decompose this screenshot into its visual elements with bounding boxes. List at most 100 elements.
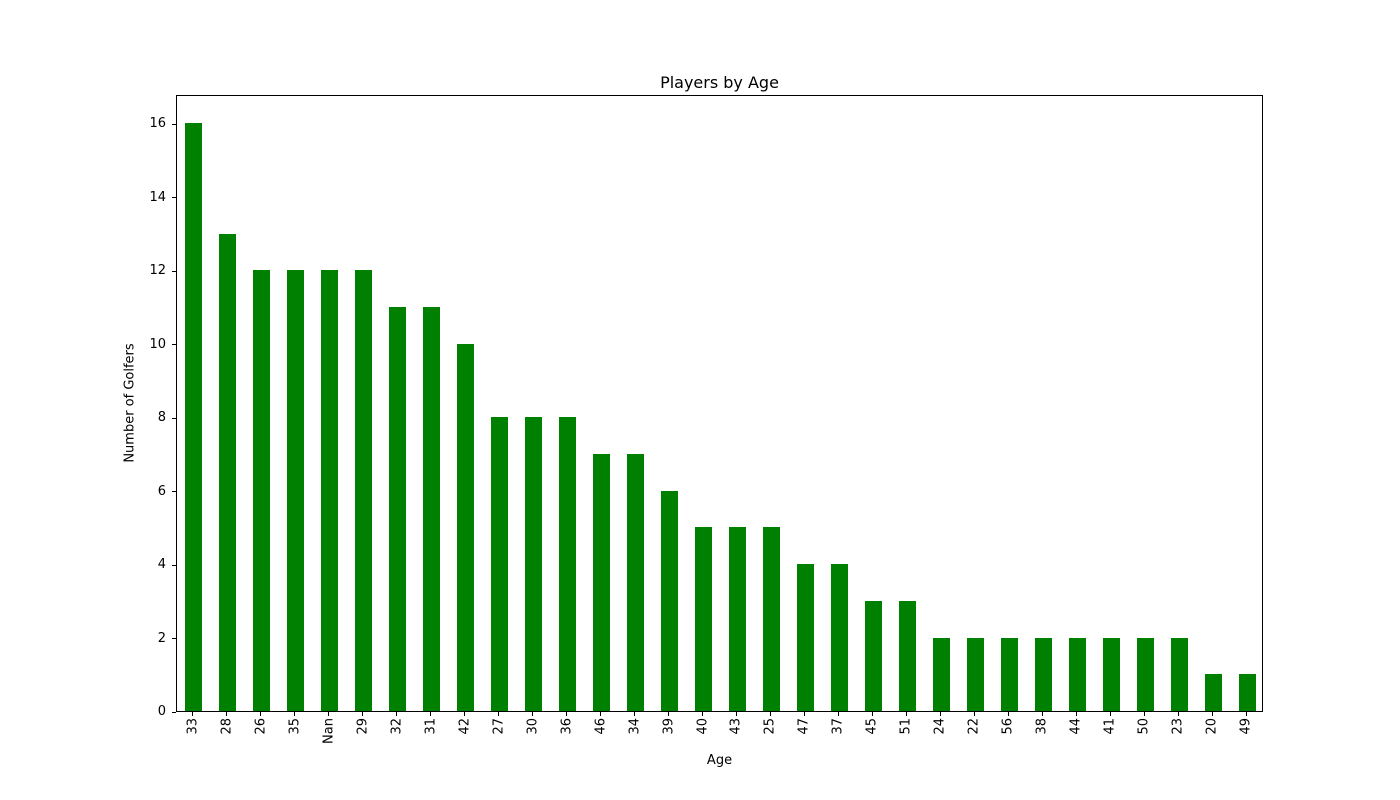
x-tick-label: 43: [728, 718, 744, 735]
bar: [491, 417, 508, 711]
y-axis-label: Number of Golfers: [122, 343, 138, 463]
bar: [253, 270, 270, 711]
bar: [593, 453, 610, 711]
x-tick-mark: [1177, 712, 1179, 716]
bar: [1171, 637, 1188, 711]
x-tick-label: 40: [695, 718, 711, 735]
x-tick-label: 36: [559, 718, 575, 735]
x-tick-label: 51: [898, 718, 914, 735]
x-tick-label: 38: [1034, 718, 1050, 735]
x-tick-label: 46: [593, 718, 609, 735]
x-tick-label: Nan: [321, 718, 337, 744]
bar: [287, 270, 304, 711]
x-tick-label: 22: [966, 718, 982, 735]
x-tick-label: 26: [253, 718, 269, 735]
x-tick-mark: [1075, 712, 1077, 716]
x-tick-mark: [1041, 712, 1043, 716]
bar: [1103, 637, 1120, 711]
y-tick-label: 0: [157, 704, 166, 719]
x-tick-label: 20: [1204, 718, 1220, 735]
x-tick-label: 35: [287, 718, 303, 735]
bar: [1069, 637, 1086, 711]
x-tick-mark: [668, 712, 670, 716]
y-tick-mark: [172, 638, 176, 640]
x-tick-label: 41: [1102, 718, 1118, 735]
bar: [321, 270, 338, 711]
y-tick-mark: [172, 417, 176, 419]
x-tick-label: 29: [355, 718, 371, 735]
bar: [933, 637, 950, 711]
y-tick-label: 8: [157, 410, 166, 426]
x-tick-label: 42: [457, 718, 473, 735]
x-tick-mark: [769, 712, 771, 716]
x-tick-mark: [566, 712, 568, 716]
bar: [865, 600, 882, 711]
x-tick-mark: [362, 712, 364, 716]
bar: [729, 527, 746, 711]
x-tick-mark: [1211, 712, 1213, 716]
x-tick-label: 30: [525, 718, 541, 735]
x-tick-mark: [735, 712, 737, 716]
y-tick-mark: [172, 197, 176, 199]
bar: [797, 564, 814, 711]
x-tick-label: 44: [1068, 718, 1084, 735]
x-tick-label: 31: [423, 718, 439, 735]
x-tick-mark: [803, 712, 805, 716]
bar: [763, 527, 780, 711]
bar: [185, 123, 202, 711]
bar: [423, 307, 440, 711]
x-tick-mark: [702, 712, 704, 716]
x-tick-label: 24: [932, 718, 948, 735]
x-tick-mark: [532, 712, 534, 716]
bar: [559, 417, 576, 711]
bar: [695, 527, 712, 711]
bar: [1137, 637, 1154, 711]
x-tick-label: 49: [1238, 718, 1254, 735]
bar: [1239, 674, 1256, 711]
bar: [525, 417, 542, 711]
bar: [1205, 674, 1222, 711]
bar: [831, 564, 848, 711]
x-tick-label: 28: [219, 718, 235, 735]
x-tick-label: 33: [185, 718, 201, 735]
x-tick-label: 45: [864, 718, 880, 735]
chart-title: Players by Age: [660, 73, 779, 92]
x-tick-label: 34: [627, 718, 643, 735]
y-tick-label: 2: [157, 630, 166, 646]
bar: [899, 600, 916, 711]
x-tick-mark: [939, 712, 941, 716]
x-tick-mark: [905, 712, 907, 716]
x-tick-mark: [464, 712, 466, 716]
bar: [355, 270, 372, 711]
x-tick-mark: [600, 712, 602, 716]
y-tick-label: 12: [149, 263, 166, 279]
bar: [627, 453, 644, 711]
bar: [967, 637, 984, 711]
y-tick-mark: [172, 564, 176, 566]
y-tick-mark: [172, 711, 176, 713]
x-tick-label: 23: [1170, 718, 1186, 735]
x-tick-mark: [226, 712, 228, 716]
x-tick-mark: [1007, 712, 1009, 716]
bar: [219, 233, 236, 711]
x-tick-mark: [973, 712, 975, 716]
bar: [1035, 637, 1052, 711]
y-tick-label: 6: [157, 483, 166, 499]
y-tick-mark: [172, 270, 176, 272]
bar: [661, 490, 678, 711]
bar: [1001, 637, 1018, 711]
x-tick-mark: [396, 712, 398, 716]
x-tick-mark: [294, 712, 296, 716]
x-tick-mark: [1143, 712, 1145, 716]
x-tick-mark: [192, 712, 194, 716]
x-tick-label: 27: [491, 718, 507, 735]
x-tick-mark: [260, 712, 262, 716]
x-tick-mark: [871, 712, 873, 716]
x-tick-label: 32: [389, 718, 405, 735]
x-tick-mark: [430, 712, 432, 716]
x-tick-label: 25: [762, 718, 778, 735]
x-tick-label: 50: [1136, 718, 1152, 735]
x-tick-mark: [1245, 712, 1247, 716]
y-tick-mark: [172, 491, 176, 493]
y-tick-mark: [172, 344, 176, 346]
